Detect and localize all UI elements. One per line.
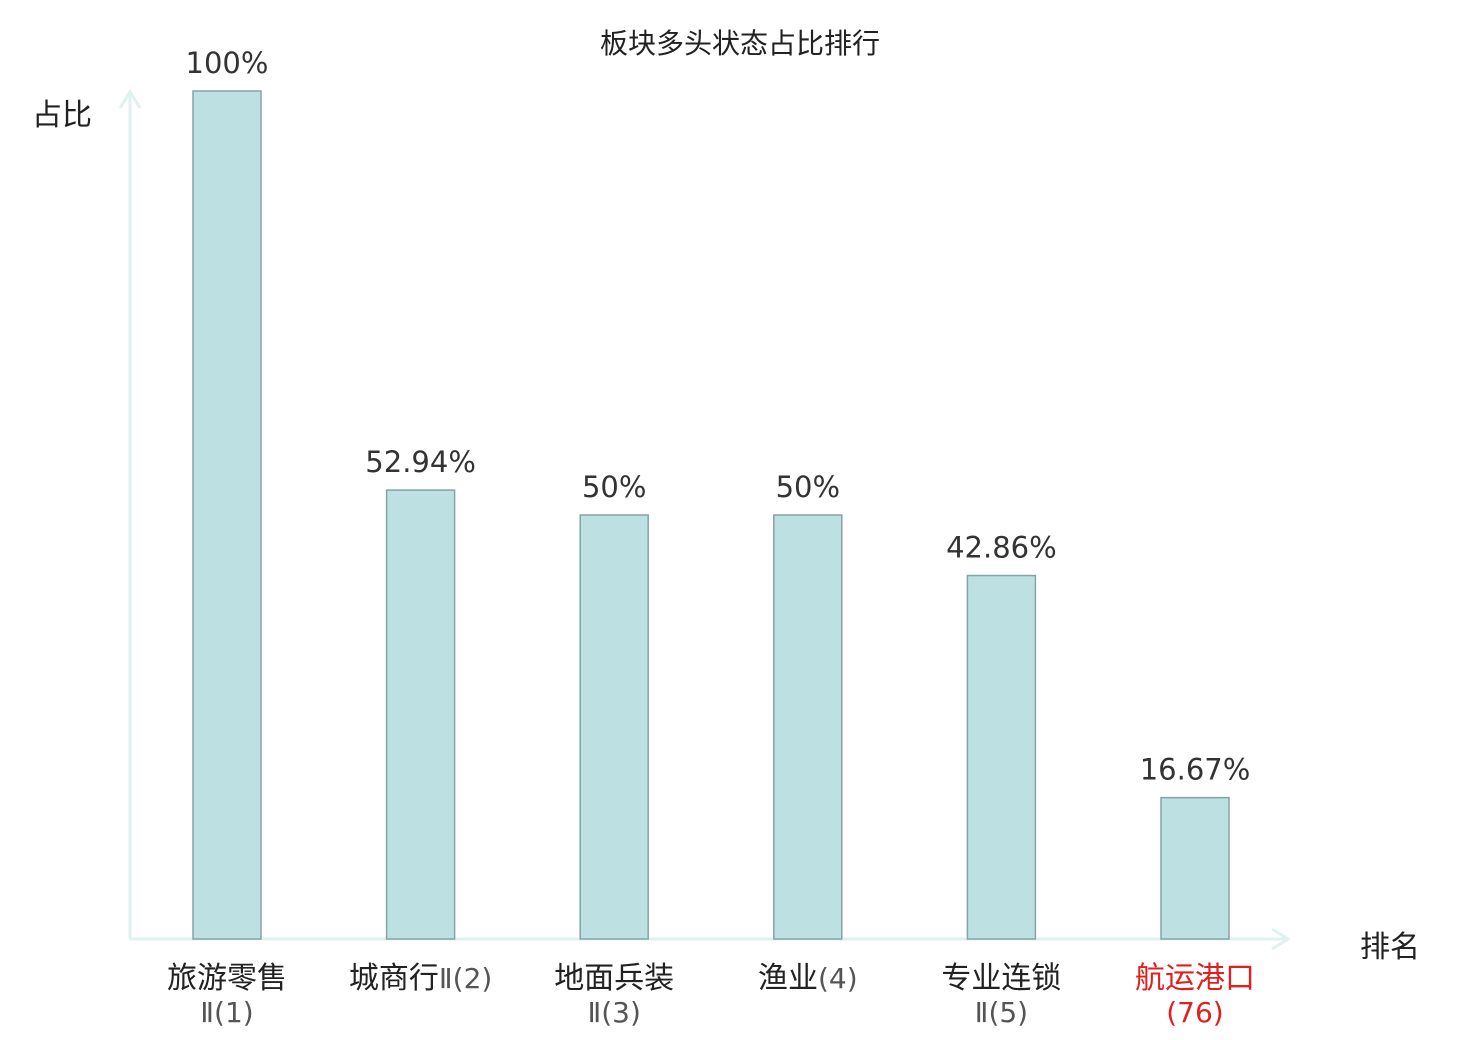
bar <box>773 514 843 940</box>
bar <box>966 574 1037 940</box>
category-name: 渔业 <box>757 961 818 996</box>
y-axis-arrow <box>118 89 142 109</box>
data-labels: 100%52.94%50% 50%42.86%16.67% <box>186 46 1251 787</box>
category-name: 专业连锁 <box>941 961 1062 996</box>
category-name: 航运港口 <box>1135 961 1255 996</box>
bar <box>192 90 262 940</box>
bar-series <box>192 90 1230 940</box>
category-label: 城商行Ⅱ(2) <box>321 961 521 997</box>
category-label: 渔业(4) <box>708 961 908 997</box>
category-rank: (76) <box>1166 995 1224 1029</box>
category-rank: (4) <box>817 962 858 995</box>
bar <box>579 514 649 940</box>
y-axis-label: 占比 <box>32 98 92 133</box>
category-rank: Ⅱ(3) <box>587 995 641 1029</box>
category-label: 旅游零售 Ⅱ(1) <box>127 961 327 1029</box>
category-rank: Ⅱ(1) <box>200 995 254 1029</box>
category-label: 地面兵装 Ⅱ(3) <box>514 961 714 1029</box>
x-axis-arrow <box>1271 927 1291 951</box>
category-rank: Ⅱ(2) <box>438 962 493 995</box>
bar-value-label: 16.67% <box>1140 753 1251 787</box>
bar <box>1160 796 1230 940</box>
bar-value-label: 42.86% <box>946 531 1057 565</box>
chart-title: 板块多头状态占比排行 <box>599 27 880 60</box>
category-rank: Ⅱ(5) <box>974 995 1029 1029</box>
category-label: 专业连锁 Ⅱ(5) <box>901 961 1101 1029</box>
category-name: 地面兵装 <box>554 961 675 996</box>
category-name: 旅游零售 <box>167 961 287 996</box>
bar-value-label: 52.94% <box>365 445 476 479</box>
bar-value-label: 50% <box>776 470 840 504</box>
category-label: 航运港口 (76) <box>1095 961 1295 1029</box>
x-axis-label: 排名 <box>1360 930 1420 965</box>
bar <box>385 489 456 940</box>
category-name: 城商行 <box>348 961 439 996</box>
axes <box>118 89 1291 951</box>
bar-value-label: 50% <box>582 470 646 504</box>
